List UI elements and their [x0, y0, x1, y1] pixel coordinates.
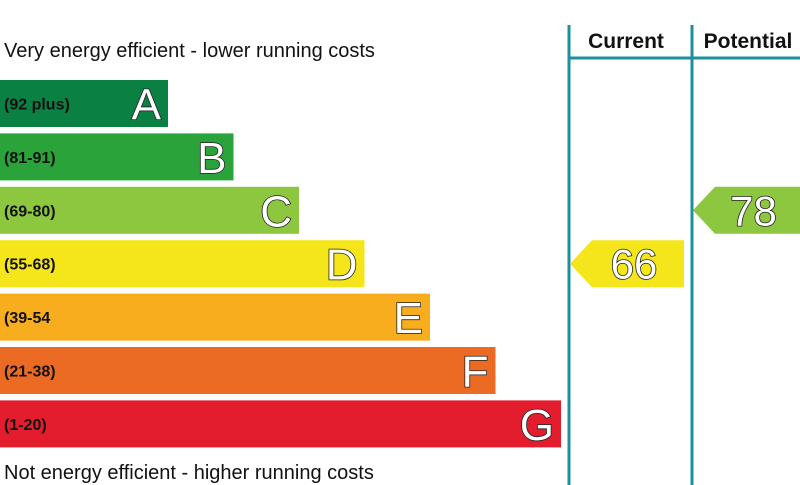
band-e: (39-54 E	[0, 293, 430, 344]
top-caption: Very energy efficient - lower running co…	[4, 40, 375, 62]
band-range-label: (1-20)	[4, 417, 47, 434]
band-a: (92 plus) A	[0, 80, 168, 130]
band-bar-e	[0, 293, 430, 341]
band-f: (21-38) F	[0, 347, 496, 397]
band-range-label: (92 plus)	[4, 97, 70, 114]
band-range-label: (81-91)	[4, 150, 56, 167]
band-bar-a	[0, 80, 168, 127]
band-bar-c	[0, 186, 299, 234]
band-letter: D	[326, 241, 358, 290]
band-letter: F	[462, 348, 489, 397]
score-columns-grid: Current Potential	[567, 25, 800, 485]
score-markers: 66 78	[570, 187, 800, 289]
band-d: (55-68) D	[0, 240, 365, 291]
band-bar-d	[0, 240, 365, 288]
current-score-marker: 66	[570, 240, 684, 289]
band-letter: C	[260, 187, 292, 236]
potential-score-marker: 78	[693, 187, 800, 235]
potential-score-marker-value: 78	[730, 187, 777, 234]
current-score-marker-arrow	[570, 240, 684, 288]
band-bar-b	[0, 133, 234, 181]
potential-score-marker-arrow	[693, 186, 800, 234]
column-header-current: Current	[588, 30, 664, 53]
band-range-label: (69-80)	[4, 203, 56, 220]
current-score-marker-value: 66	[611, 241, 658, 288]
band-letter: G	[520, 401, 554, 450]
band-letter: E	[394, 294, 423, 343]
column-header-potential: Potential	[704, 30, 793, 53]
band-range-label: (39-54	[4, 310, 50, 327]
band-c: (69-80) C	[0, 187, 299, 237]
band-letter: A	[132, 81, 162, 130]
band-range-label: (21-38)	[4, 364, 56, 381]
band-bar-g	[0, 400, 561, 448]
rating-bands: (92 plus) A(81-91) B(69-80) C(55-68) D(39-54…	[0, 80, 561, 451]
band-g: (1-20) G	[0, 400, 561, 451]
band-range-label: (55-68)	[4, 257, 56, 274]
bottom-caption: Not energy efficient - higher running co…	[4, 462, 374, 484]
band-letter: B	[197, 134, 226, 183]
band-bar-f	[0, 347, 496, 394]
band-b: (81-91) B	[0, 133, 234, 184]
